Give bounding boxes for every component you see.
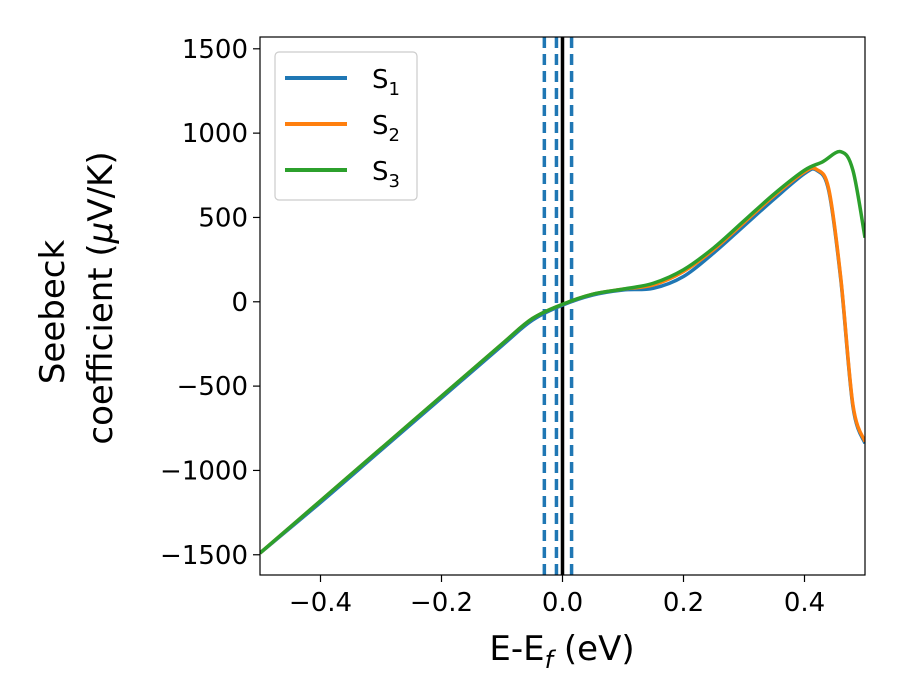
y-tick-label: 1000 <box>182 119 248 149</box>
legend: S1 S2 S3 <box>274 51 418 201</box>
y-tick-label: 1500 <box>182 35 248 65</box>
legend-label-s1: S1 <box>372 65 400 100</box>
x-axis-label-unit: (eV) <box>553 629 635 669</box>
legend-label-s2: S2 <box>372 111 400 146</box>
y-tick-label: 0 <box>231 288 248 318</box>
y-tick-label: −500 <box>177 372 248 402</box>
y-axis-label-mu: μ <box>81 222 121 245</box>
y-axis-label-prefix: coefficient ( <box>81 243 121 444</box>
x-tick-label: 0.4 <box>784 588 825 618</box>
legend-label-s3: S3 <box>372 157 400 192</box>
x-tick-label: 0.2 <box>663 588 704 618</box>
y-tick-label: 500 <box>198 203 248 233</box>
y-axis-ticks: −1500 −1000 −500 0 500 1000 1500 <box>160 35 260 571</box>
y-tick-label: −1000 <box>160 456 248 486</box>
x-axis-label: E-Ef (eV) <box>489 629 634 674</box>
y-axis-label-unit: V/K) <box>81 151 121 221</box>
y-axis-label-line2: coefficient (μV/K) <box>81 151 121 444</box>
x-axis-label-main: E-E <box>489 629 544 669</box>
x-tick-label: −0.4 <box>289 588 352 618</box>
x-tick-label: −0.2 <box>410 588 473 618</box>
y-axis-label-line1: Seebeck <box>33 240 73 385</box>
series-line-s3 <box>260 149 865 555</box>
x-tick-label: 0.0 <box>542 588 583 618</box>
series-group <box>260 149 865 555</box>
y-tick-label: −1500 <box>160 541 248 571</box>
x-axis-ticks: −0.4 −0.2 0.0 0.2 0.4 <box>289 575 825 618</box>
